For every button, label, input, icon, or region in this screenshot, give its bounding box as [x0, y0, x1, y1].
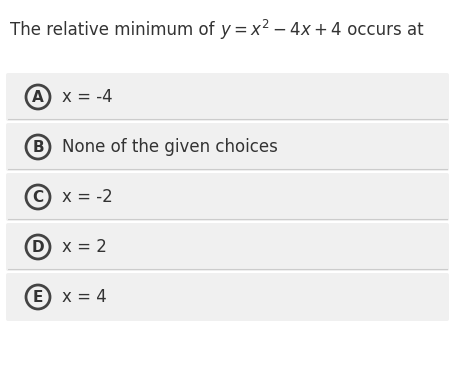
Text: x = 4: x = 4	[62, 288, 107, 306]
FancyBboxPatch shape	[6, 73, 449, 121]
Text: B: B	[32, 139, 44, 155]
Text: x = 2: x = 2	[62, 238, 107, 256]
Text: x = -2: x = -2	[62, 188, 113, 206]
Text: The relative minimum of: The relative minimum of	[10, 21, 220, 39]
Text: C: C	[32, 189, 44, 205]
FancyBboxPatch shape	[6, 173, 449, 221]
FancyBboxPatch shape	[6, 273, 449, 321]
Text: A: A	[32, 90, 44, 104]
Text: None of the given choices: None of the given choices	[62, 138, 278, 156]
Text: E: E	[33, 289, 43, 305]
FancyBboxPatch shape	[6, 223, 449, 271]
Text: occurs at: occurs at	[342, 21, 424, 39]
FancyBboxPatch shape	[6, 123, 449, 171]
Text: x = -4: x = -4	[62, 88, 113, 106]
Text: $y = x^2 - 4x + 4$: $y = x^2 - 4x + 4$	[220, 18, 342, 42]
Text: D: D	[32, 239, 44, 255]
